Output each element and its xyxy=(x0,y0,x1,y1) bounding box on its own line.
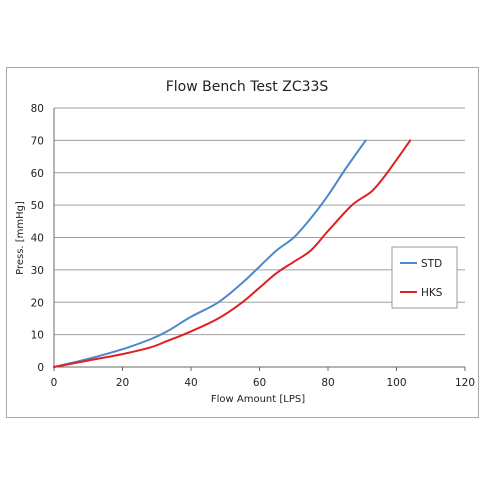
y-tick-label: 70 xyxy=(31,135,44,147)
y-axis-title: Press. [mmHg] xyxy=(15,201,26,275)
x-tick-labels: 0 20 40 60 80 100 120 xyxy=(51,377,475,389)
y-tick-label: 80 xyxy=(31,103,44,115)
y-tick-label: 0 xyxy=(37,362,44,374)
series-line-hks xyxy=(53,139,412,368)
x-tick-label: 0 xyxy=(51,377,58,389)
x-tick-label: 80 xyxy=(321,377,334,389)
legend-box xyxy=(391,246,458,309)
y-tick-label: 60 xyxy=(31,168,44,180)
legend: STD HKS xyxy=(391,246,458,309)
y-tick-labels: 0 10 20 30 40 50 60 70 80 xyxy=(31,103,44,374)
y-tick-label: 10 xyxy=(31,330,44,342)
legend-label-std: STD xyxy=(421,258,442,270)
chart-title: Flow Bench Test ZC33S xyxy=(166,79,329,95)
y-tick-label: 20 xyxy=(31,297,44,309)
legend-label-hks: HKS xyxy=(421,287,443,299)
x-tick-label: 20 xyxy=(116,377,129,389)
x-tick-label: 40 xyxy=(184,377,197,389)
x-tick-label: 100 xyxy=(386,377,406,389)
y-tick-label: 40 xyxy=(31,233,44,245)
y-tick-label: 50 xyxy=(31,200,44,212)
x-axis-title: Flow Amount [LPS] xyxy=(211,394,305,405)
x-tick-label: 60 xyxy=(253,377,266,389)
series-line-std xyxy=(53,139,367,368)
y-tick-label: 30 xyxy=(31,265,44,277)
series-lines xyxy=(53,139,412,368)
x-tick-label: 120 xyxy=(455,377,475,389)
axes xyxy=(53,108,466,371)
